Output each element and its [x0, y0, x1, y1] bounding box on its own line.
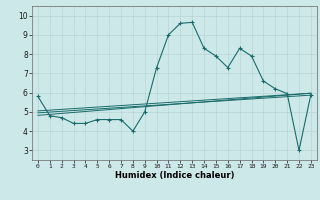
X-axis label: Humidex (Indice chaleur): Humidex (Indice chaleur)	[115, 171, 234, 180]
